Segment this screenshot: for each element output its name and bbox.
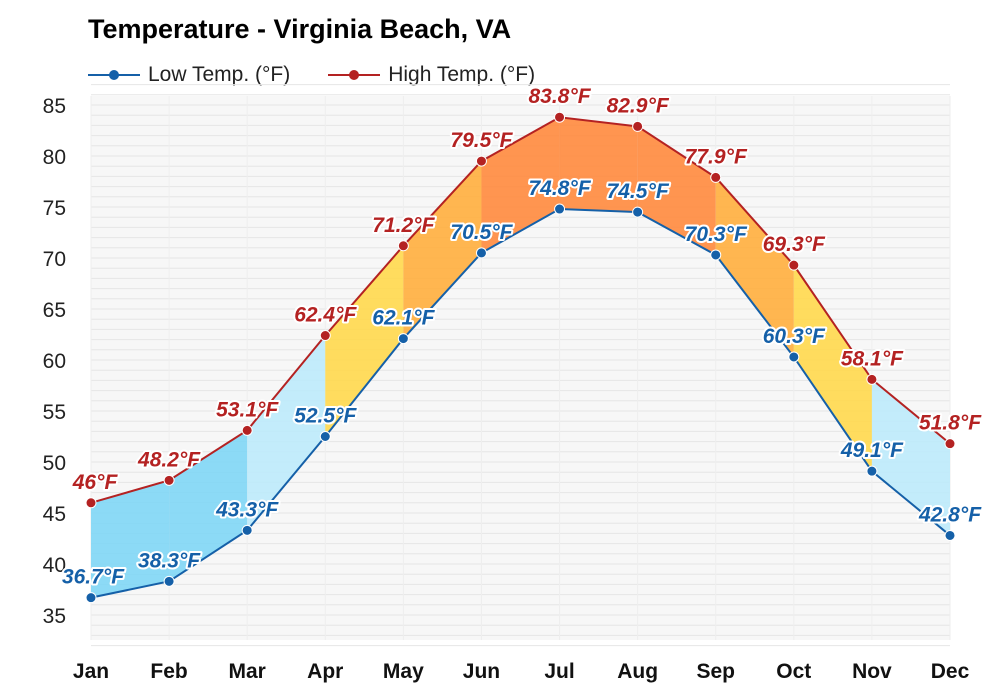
low-temp-label: 52.5°F: [294, 405, 357, 428]
temperature-band: [871, 379, 950, 536]
high-temp-label: 71.2°F: [372, 214, 435, 237]
data-labels: 36.7°F 38.3°F 43.3°F 52.5°F 62.1°F 70.5°F 74.8…: [60, 83, 984, 590]
x-tick-label: Sep: [696, 660, 735, 683]
legend-low-label: Low Temp. (°F): [148, 63, 291, 86]
x-tick-label: Jan: [73, 660, 109, 683]
legend-high-label: High Temp. (°F): [388, 63, 536, 86]
y-tick-label: 75: [43, 197, 66, 220]
chart-title: Temperature - Virginia Beach, VA: [88, 14, 512, 44]
low-temp-line: [90, 208, 951, 599]
legend-low-marker: [88, 70, 140, 80]
x-tick-label: Jun: [463, 660, 500, 683]
legend-item-low: Low Temp. (°F): [88, 63, 290, 87]
temperature-band: [325, 245, 404, 437]
y-tick-label: 80: [43, 146, 66, 169]
high-temp-point: [319, 330, 331, 342]
high-temp-label: 69.3°F: [763, 233, 826, 256]
y-axis-ticks: 35 40 45 50 55 60 65 70 75 80 85: [43, 95, 66, 628]
high-temp-label: 53.1°F: [216, 398, 279, 421]
x-tick-label: Nov: [852, 660, 892, 683]
temperature-band: [403, 161, 482, 339]
y-tick-label: 35: [43, 605, 66, 628]
low-temp-point: [866, 465, 878, 477]
x-tick-label: Apr: [307, 660, 343, 683]
y-tick-label: 40: [43, 554, 66, 577]
low-temp-label: 36.7°F: [62, 566, 125, 589]
high-temp-label: 51.8°F: [919, 412, 982, 435]
low-temp-point: [397, 333, 409, 345]
high-temp-point: [554, 111, 566, 123]
x-tick-label: Jul: [544, 660, 574, 683]
temperature-band: [91, 480, 170, 598]
series-lines: [90, 116, 951, 599]
high-temp-label: 46°F: [72, 471, 119, 494]
high-temp-line: [90, 116, 951, 504]
low-temp-label: 74.5°F: [607, 180, 670, 203]
high-temp-point: [475, 155, 487, 167]
low-temp-label: 70.5°F: [450, 221, 513, 244]
x-tick-label: Feb: [150, 660, 187, 683]
high-temp-point: [397, 240, 409, 252]
high-temp-point: [163, 474, 175, 486]
high-temp-label: 83.8°F: [528, 85, 591, 108]
low-temp-label: 38.3°F: [138, 549, 201, 572]
high-temp-point: [710, 171, 722, 183]
high-temp-label: 79.5°F: [450, 129, 513, 152]
high-temp-point: [788, 259, 800, 271]
temperature-band: [247, 335, 326, 531]
x-tick-label: Mar: [229, 660, 266, 683]
high-temp-label: 77.9°F: [685, 145, 748, 168]
low-temp-label: 62.1°F: [372, 307, 435, 330]
y-tick-label: 60: [43, 350, 66, 373]
low-temp-point: [554, 203, 566, 215]
low-temp-point: [632, 206, 644, 218]
high-temp-point: [241, 424, 253, 436]
x-axis-ticks: Jan Feb Mar Apr May Jun Jul Aug Sep Oct Nov Dec: [73, 660, 970, 683]
x-tick-label: May: [383, 660, 424, 683]
legend-item-high: High Temp. (°F): [328, 63, 535, 87]
low-temp-label: 49.1°F: [840, 439, 904, 462]
high-temp-label: 62.4°F: [294, 304, 357, 327]
legend: Low Temp. (°F) High Temp. (°F): [88, 60, 535, 90]
low-temp-label: 70.3°F: [685, 223, 748, 246]
high-temp-point: [85, 497, 97, 509]
y-tick-label: 70: [43, 248, 66, 271]
range-bands: [91, 117, 950, 598]
high-temp-label: 58.1°F: [841, 347, 904, 370]
temperature-band: [559, 117, 638, 213]
legend-high-marker: [328, 70, 381, 80]
temperature-band: [793, 265, 872, 472]
low-temp-point: [85, 592, 97, 604]
high-temp-label: 48.2°F: [137, 448, 201, 471]
high-temp-point: [866, 373, 878, 385]
low-temp-point: [944, 529, 956, 541]
y-tick-label: 50: [43, 452, 66, 475]
low-temp-label: 60.3°F: [763, 325, 826, 348]
y-tick-label: 85: [43, 95, 66, 118]
y-tick-label: 65: [43, 299, 66, 322]
high-temp-point: [632, 120, 644, 132]
x-tick-label: Dec: [931, 660, 970, 683]
low-temp-point: [710, 249, 722, 261]
low-temp-label: 74.8°F: [528, 177, 591, 200]
high-temp-label: 82.9°F: [607, 94, 670, 117]
low-temp-point: [241, 524, 253, 536]
high-temp-point: [944, 438, 956, 450]
data-points: [85, 111, 956, 604]
y-tick-label: 55: [43, 401, 66, 424]
low-temp-point: [319, 431, 331, 442]
low-temp-point: [475, 247, 487, 259]
low-temp-point: [163, 575, 175, 587]
x-tick-label: Aug: [617, 660, 658, 683]
low-temp-point: [788, 351, 800, 363]
low-temp-label: 42.8°F: [918, 503, 982, 526]
low-temp-label: 43.3°F: [215, 498, 279, 521]
temperature-band: [637, 126, 716, 255]
y-tick-label: 45: [43, 503, 66, 526]
temperature-band: [715, 177, 794, 357]
x-tick-label: Oct: [776, 660, 811, 683]
